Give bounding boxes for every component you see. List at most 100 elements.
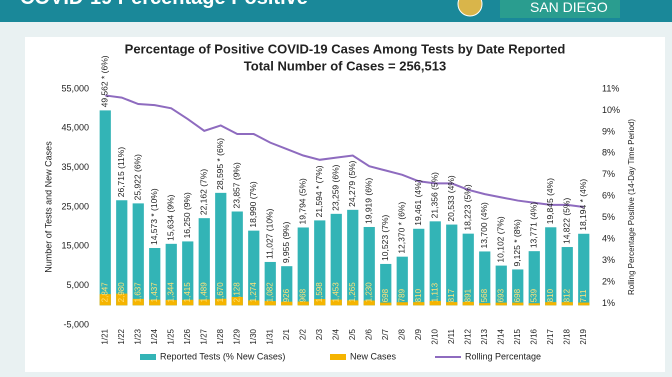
line — [105, 94, 584, 208]
bar-value-label: 23,259 (6%) — [331, 164, 341, 210]
legend-label: Rolling Percentage — [465, 351, 541, 361]
legend-swatch — [140, 354, 156, 360]
y2-tick-label: 8% — [602, 148, 615, 158]
bar — [149, 299, 161, 306]
new-case-label: 1,670 — [216, 282, 225, 303]
new-case-label: 1,113 — [430, 282, 439, 302]
bar-value-label: 9,125 * (8%) — [512, 219, 522, 266]
bar-value-label: 49,562 * (6%) — [100, 55, 110, 107]
y2-tick-label: 6% — [602, 191, 615, 201]
y-tick-label: 25,000 — [61, 201, 89, 211]
bar — [413, 302, 425, 306]
bar — [165, 300, 177, 306]
bar — [495, 265, 507, 306]
bar — [462, 233, 474, 306]
bar — [347, 209, 359, 306]
bar-value-label: 28,595 * (6%) — [215, 138, 225, 190]
x-tick-label: 2/16 — [529, 328, 538, 344]
new-case-label: 891 — [463, 288, 472, 302]
bar — [314, 299, 326, 306]
new-case-label: 810 — [546, 288, 555, 302]
new-case-label: 1,453 — [331, 282, 340, 303]
bar — [116, 293, 128, 306]
x-tick-label: 2/19 — [579, 328, 588, 344]
x-tick-label: 1/26 — [183, 328, 192, 344]
bar — [429, 221, 441, 306]
y-tick-label: 45,000 — [61, 123, 89, 133]
x-tick-label: 2/17 — [546, 328, 555, 344]
bar — [446, 302, 458, 306]
bar-value-label: 22,162 (7%) — [199, 169, 209, 215]
y2-tick-label: 2% — [602, 276, 615, 286]
bar — [99, 110, 111, 306]
new-case-label: 1,437 — [150, 282, 159, 303]
y2-tick-label: 4% — [602, 234, 615, 244]
page-title: COVID-19 Percentage Positive — [20, 0, 308, 9]
bar — [215, 298, 227, 306]
bar-value-label: 26,715 (11%) — [116, 147, 126, 198]
bar-value-label: 19,461 (4%) — [413, 179, 423, 225]
bar — [248, 230, 260, 306]
bar — [330, 299, 342, 306]
x-tick-label: 2/10 — [430, 328, 439, 344]
bar — [231, 296, 243, 306]
bar — [297, 227, 309, 306]
bar-value-label: 10,102 (7%) — [496, 216, 506, 262]
bar-value-label: 19,845 (4%) — [545, 178, 555, 224]
new-case-label: 1,274 — [249, 282, 258, 303]
bar — [561, 247, 573, 306]
bar — [149, 248, 161, 306]
x-tick-label: 1/22 — [117, 328, 126, 344]
new-case-label: 1,265 — [348, 282, 357, 303]
bar-value-label: 18,223 (5%) — [463, 184, 473, 230]
x-tick-label: 1/28 — [216, 328, 225, 344]
bar — [528, 303, 540, 306]
x-tick-label: 2/5 — [348, 328, 357, 340]
bar — [281, 266, 293, 306]
new-case-label: 539 — [529, 288, 538, 302]
bar — [231, 211, 243, 306]
bar-value-label: 13,771 (4%) — [529, 202, 539, 248]
bar — [429, 300, 441, 306]
x-tick-label: 1/25 — [166, 328, 175, 344]
x-tick-label: 2/7 — [381, 328, 390, 340]
bar-value-label: 23,857 (9%) — [232, 162, 242, 208]
bar — [363, 226, 375, 306]
bar — [512, 302, 524, 306]
bar — [380, 263, 392, 306]
new-case-label: 1,230 — [364, 282, 373, 303]
y2-tick-label: 9% — [602, 126, 615, 136]
bar — [198, 218, 210, 306]
bar — [198, 299, 210, 306]
bar — [264, 261, 276, 306]
new-case-label: 568 — [480, 288, 489, 302]
x-tick-label: 1/27 — [199, 328, 208, 344]
new-case-label: 698 — [381, 288, 390, 302]
bar-value-label: 25,922 (6%) — [133, 154, 143, 200]
bar-value-label: 12,370 * (6%) — [397, 202, 407, 254]
bar — [132, 203, 144, 306]
bar — [182, 241, 194, 306]
bar — [297, 301, 309, 306]
bar-value-label: 11,027 (10%) — [265, 208, 275, 259]
bar — [363, 300, 375, 306]
legend-label: New Cases — [350, 351, 397, 361]
x-tick-label: 2/11 — [447, 328, 456, 344]
new-case-label: 2,847 — [100, 282, 109, 303]
bar — [330, 213, 342, 306]
new-case-label: 1,489 — [199, 282, 208, 303]
bar — [264, 301, 276, 306]
x-tick-label: 2/9 — [414, 328, 423, 340]
bar — [462, 301, 474, 306]
y-tick-label: -5,000 — [63, 319, 89, 329]
new-case-label: 1,598 — [315, 282, 324, 303]
bar — [132, 298, 144, 306]
new-case-label: 1,344 — [166, 282, 175, 303]
bar-value-label: 16,250 (9%) — [182, 192, 192, 238]
bar — [347, 300, 359, 306]
bar — [545, 227, 557, 306]
chart-subtitle: Total Number of Cases = 256,513 — [244, 58, 446, 73]
chart-title: Percentage of Positive COVID-19 Cases Am… — [125, 41, 566, 56]
bar-value-label: 18,194 * (4%) — [578, 179, 588, 231]
